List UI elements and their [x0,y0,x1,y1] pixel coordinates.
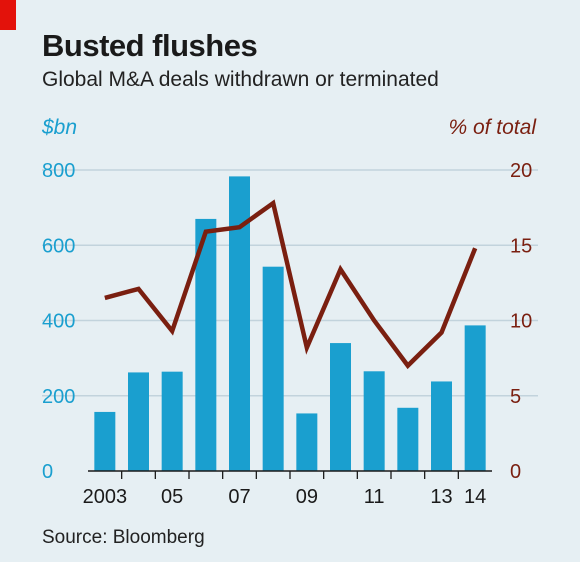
pct-line [104,199,478,370]
bar [464,325,486,471]
bar [94,411,116,471]
brand-tag [0,0,16,30]
bar [397,407,419,471]
left-axis-unit: $bn [41,116,77,139]
left-tick-label: 0 [42,461,53,483]
bar-series [94,176,486,472]
x-tick-label: 13 [430,486,452,508]
left-tick-label: 200 [42,386,75,408]
x-tick-label: 07 [228,486,250,508]
chart-title: Busted flushes [42,28,258,63]
line-series [104,199,478,370]
bar [330,343,351,471]
bar [296,413,318,471]
chart-subtitle: Global M&A deals withdrawn or terminated [42,68,439,91]
source-note: Source: Bloomberg [42,527,205,548]
right-tick-label: 0 [510,461,521,483]
bar [195,218,217,471]
right-tick-label: 15 [510,235,532,257]
gridlines [42,169,538,397]
bar [128,372,149,471]
bar [161,371,183,471]
right-tick-label: 20 [510,160,532,182]
bar [363,371,385,471]
x-tick-label: 2003 [83,486,128,508]
right-tick-label: 5 [510,386,521,408]
bar [262,266,284,471]
right-tick-label: 10 [510,311,532,333]
x-tick-label: 14 [464,486,486,508]
left-tick-label: 600 [42,235,75,257]
bar [229,176,250,472]
right-axis-unit: % of total [448,116,537,139]
x-tick-label: 11 [364,486,385,508]
x-tick-label: 09 [296,486,318,508]
bar [431,381,452,471]
left-tick-label: 400 [42,311,75,333]
x-tick-label: 05 [161,486,183,508]
left-tick-label: 800 [42,160,75,182]
